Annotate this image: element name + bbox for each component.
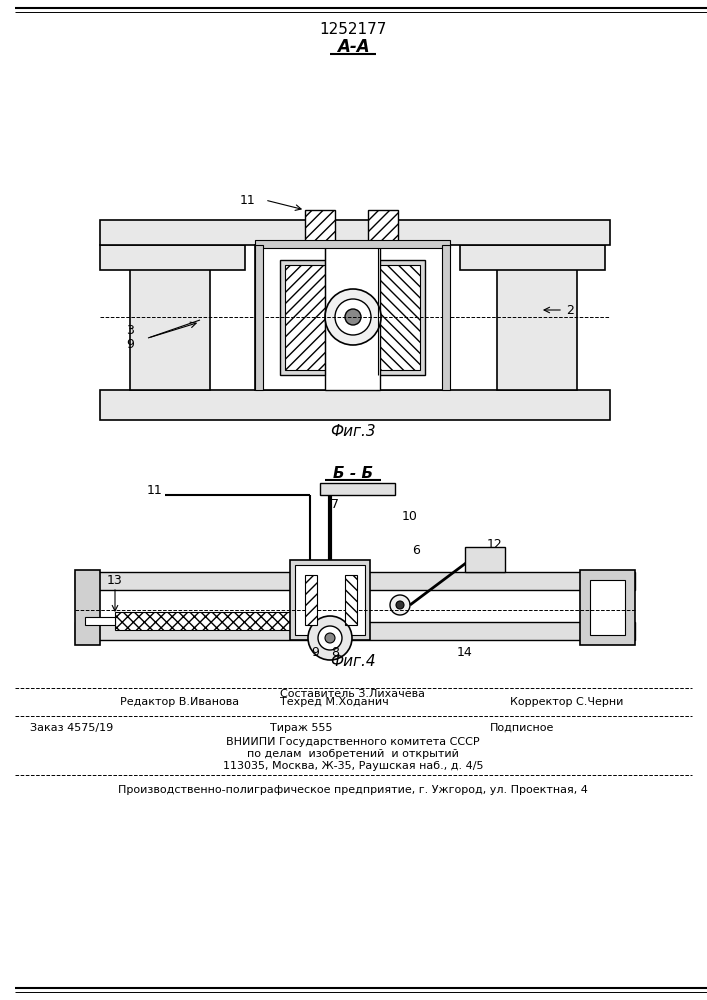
Circle shape xyxy=(318,626,342,650)
Bar xyxy=(100,245,245,270)
Text: Редактор В.Иванова: Редактор В.Иванова xyxy=(120,697,239,707)
Text: 9: 9 xyxy=(311,646,319,658)
Text: 7: 7 xyxy=(331,498,339,512)
Bar xyxy=(460,245,605,270)
Bar xyxy=(280,260,425,375)
Bar xyxy=(345,575,357,625)
Circle shape xyxy=(396,601,404,609)
Text: 10: 10 xyxy=(402,510,418,524)
Bar xyxy=(305,575,317,625)
Text: по делам  изобретений  и открытий: по делам изобретений и открытий xyxy=(247,749,459,759)
Circle shape xyxy=(325,633,335,643)
Bar xyxy=(75,622,635,640)
Text: 13: 13 xyxy=(107,574,123,586)
Text: 113035, Москва, Ж-35, Раушская наб., д. 4/5: 113035, Москва, Ж-35, Раушская наб., д. … xyxy=(223,761,484,771)
Text: А-А: А-А xyxy=(337,38,369,56)
Text: Фиг.4: Фиг.4 xyxy=(330,654,376,670)
Bar xyxy=(370,265,420,370)
Bar xyxy=(75,570,100,645)
Text: 12: 12 xyxy=(487,538,503,552)
Bar xyxy=(130,260,210,390)
Bar xyxy=(368,210,398,245)
Bar xyxy=(325,245,380,390)
Text: Подписное: Подписное xyxy=(490,723,554,733)
Text: Б - Б: Б - Б xyxy=(333,466,373,481)
Bar xyxy=(580,570,635,645)
Text: 1252177: 1252177 xyxy=(320,22,387,37)
Bar xyxy=(442,245,450,390)
Bar xyxy=(255,245,450,390)
Bar xyxy=(590,580,625,635)
Circle shape xyxy=(308,616,352,660)
Bar xyxy=(100,390,610,420)
Text: Составитель З.Лихачева: Составитель З.Лихачева xyxy=(280,689,425,699)
Circle shape xyxy=(345,309,361,325)
Text: Фиг.3: Фиг.3 xyxy=(330,424,376,440)
Text: 14: 14 xyxy=(457,646,473,658)
Bar xyxy=(305,210,335,245)
Bar xyxy=(285,265,335,370)
Text: Тираж 555: Тираж 555 xyxy=(270,723,332,733)
Circle shape xyxy=(390,595,410,615)
Circle shape xyxy=(325,289,381,345)
Text: ВНИИПИ Государственного комитета СССР: ВНИИПИ Государственного комитета СССР xyxy=(226,737,480,747)
Text: Корректор С.Черни: Корректор С.Черни xyxy=(510,697,624,707)
Bar xyxy=(255,245,263,390)
Bar xyxy=(295,565,365,635)
Text: 2: 2 xyxy=(566,304,574,316)
Text: 3: 3 xyxy=(126,324,134,336)
Text: 9: 9 xyxy=(126,338,134,352)
Text: Техред М.Ходанич: Техред М.Ходанич xyxy=(280,697,389,707)
Text: Производственно-полиграфическое предприятие, г. Ужгород, ул. Проектная, 4: Производственно-полиграфическое предприя… xyxy=(118,785,588,795)
Bar xyxy=(465,547,505,572)
Bar xyxy=(497,260,577,390)
Bar xyxy=(75,572,635,590)
Bar xyxy=(320,483,395,495)
Bar xyxy=(85,617,115,625)
Text: 6: 6 xyxy=(412,544,420,556)
Text: 8: 8 xyxy=(331,646,339,658)
Bar xyxy=(100,220,610,245)
Bar xyxy=(255,240,450,248)
Circle shape xyxy=(335,299,371,335)
Bar xyxy=(115,612,300,630)
Bar xyxy=(290,560,370,640)
Text: Заказ 4575/19: Заказ 4575/19 xyxy=(30,723,113,733)
Text: 11: 11 xyxy=(240,194,256,207)
Text: 11: 11 xyxy=(147,484,163,496)
